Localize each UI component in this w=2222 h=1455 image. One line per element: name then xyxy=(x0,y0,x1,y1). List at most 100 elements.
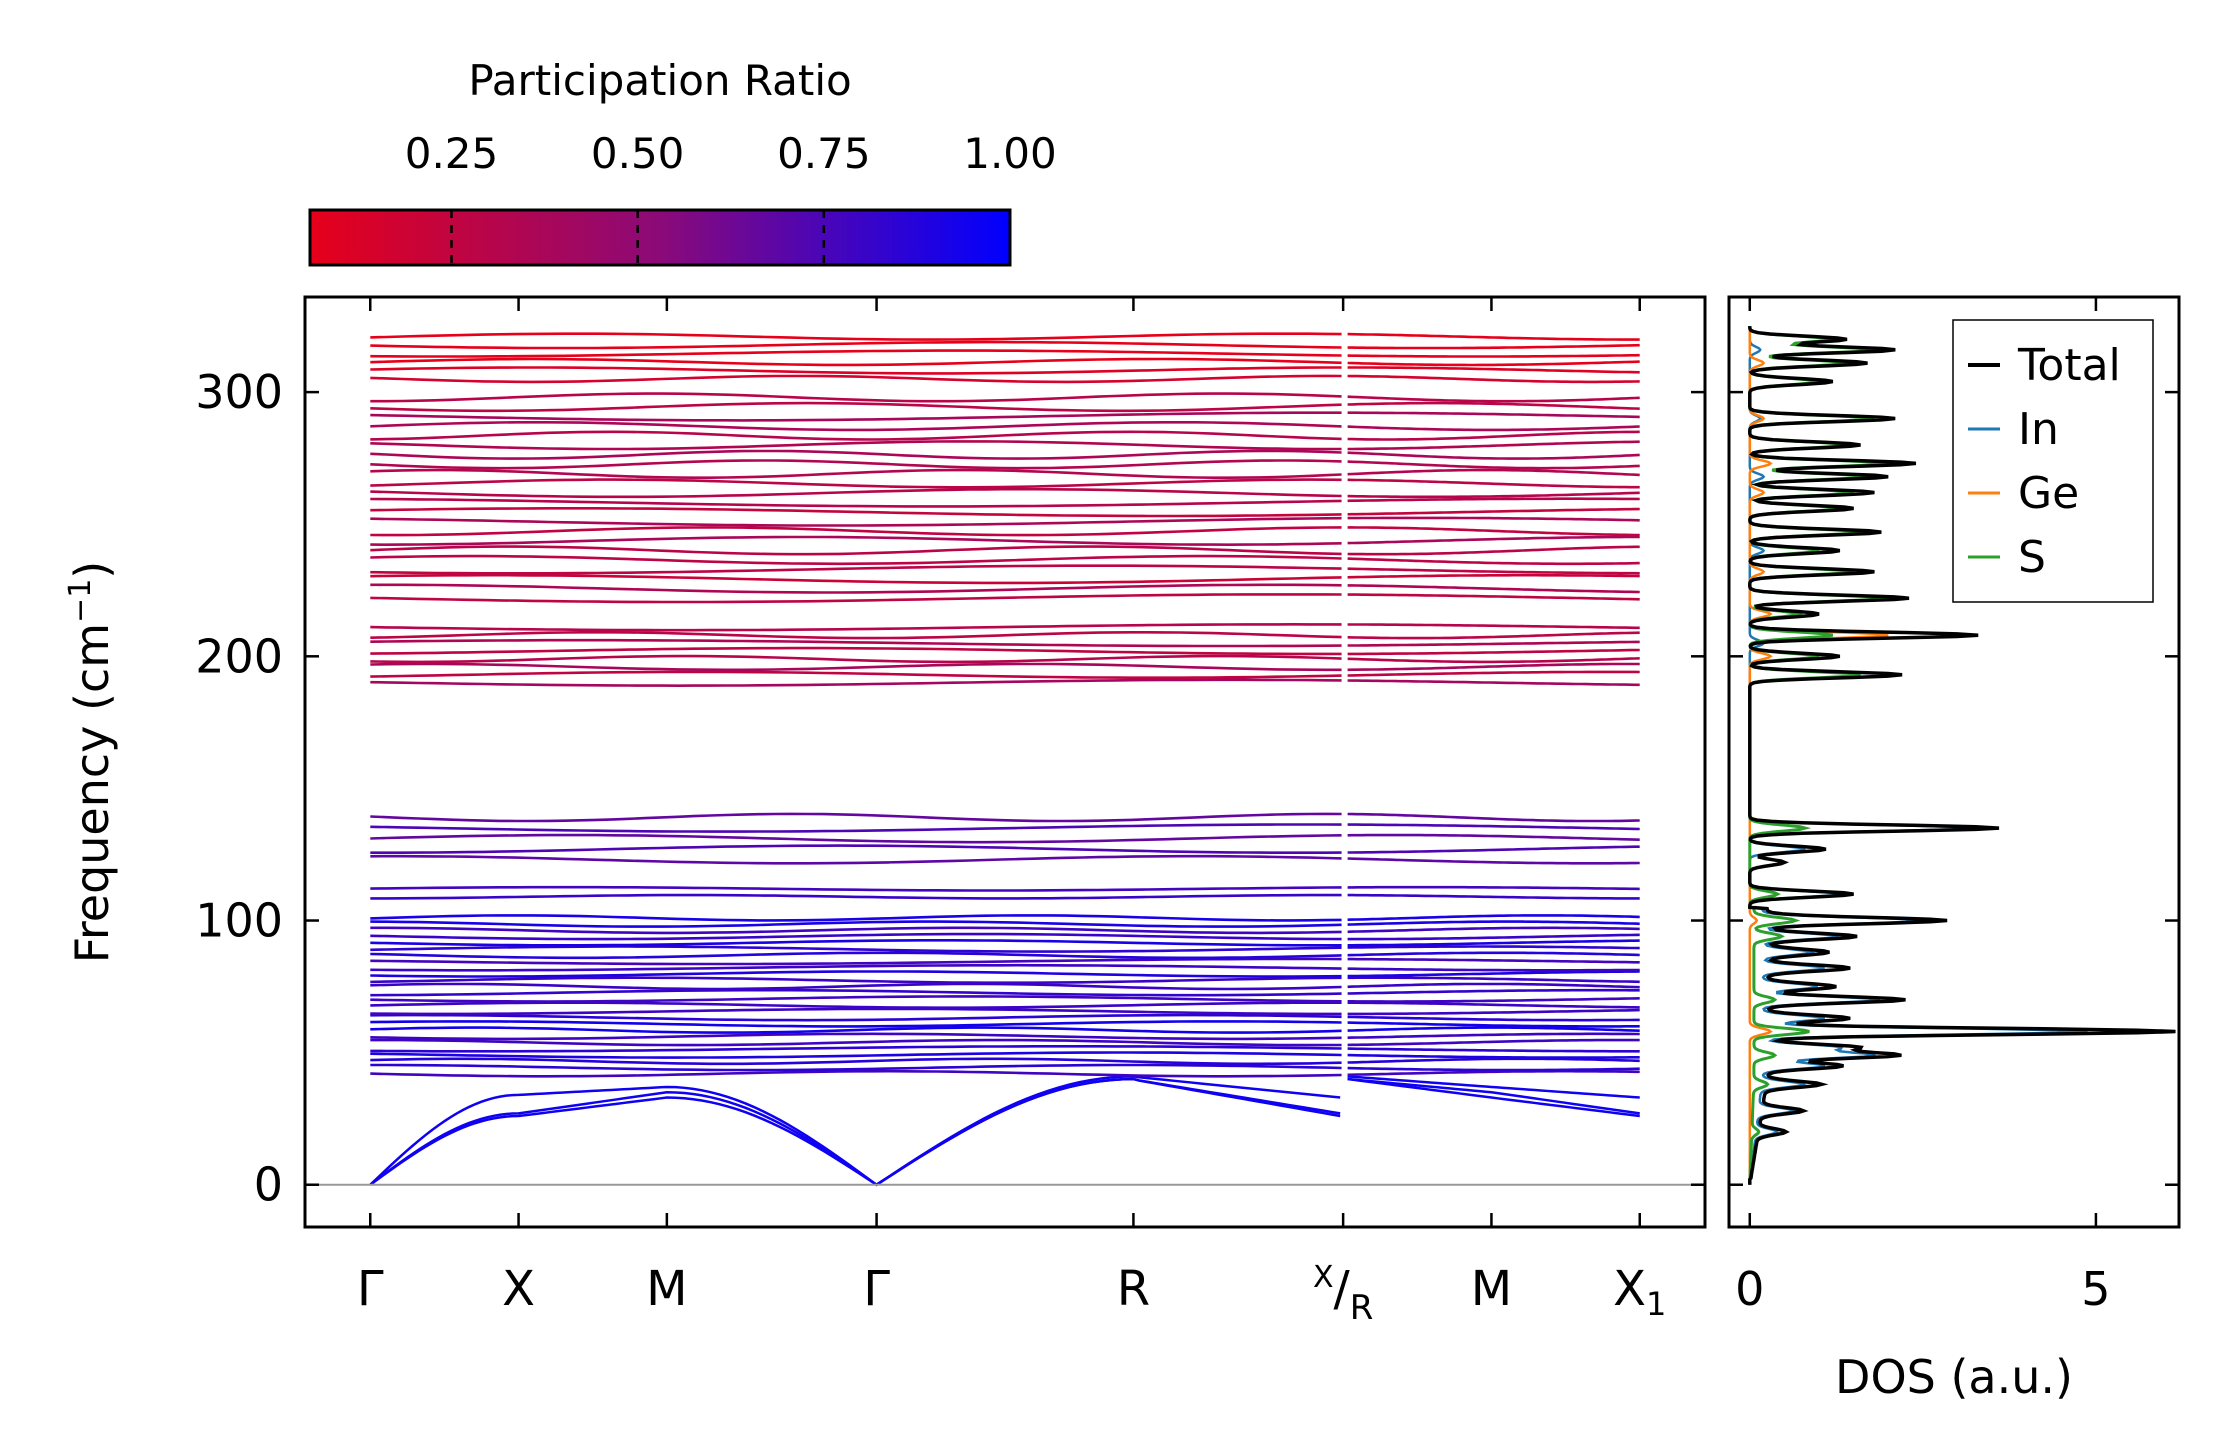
optical-branch xyxy=(370,420,1342,432)
optical-branch xyxy=(370,583,1342,594)
optical-branch xyxy=(370,593,1342,604)
kpoint-label: Γ xyxy=(357,1261,384,1317)
optical-branch xyxy=(370,468,1342,480)
optical-branch xyxy=(370,401,1342,413)
optical-branch xyxy=(1347,631,1640,640)
optical-branch xyxy=(370,963,1342,972)
colorbar-tick-label: 0.25 xyxy=(405,129,499,178)
optical-branch xyxy=(370,573,1342,585)
y-axis-label-sup: −1 xyxy=(63,579,98,623)
optical-branch xyxy=(1347,914,1640,921)
optical-branch xyxy=(1347,491,1640,499)
colorbar: Participation Ratio 0.25 0.50 0.75 1.00 xyxy=(308,56,1057,267)
optical-branch xyxy=(370,1063,1342,1072)
optical-branch xyxy=(370,982,1342,991)
optical-branch xyxy=(1347,967,1640,972)
y-axis-label: Frequency (cm−1) xyxy=(63,561,119,964)
optical-branch xyxy=(1347,1015,1640,1022)
optical-branch xyxy=(370,564,1342,575)
colorbar-gradient xyxy=(308,208,1012,267)
optical-branch xyxy=(1347,885,1640,891)
dispersion-frame xyxy=(303,295,1707,1229)
optical-branch xyxy=(1347,657,1640,664)
optical-branch xyxy=(1347,573,1640,579)
colorbar-tick-label: 1.00 xyxy=(963,129,1057,178)
y-axis-label-end: ) xyxy=(65,561,119,579)
optical-branch xyxy=(1347,557,1640,566)
y-axis-label-main: Frequency (cm xyxy=(65,623,119,963)
colorbar-title: Participation Ratio xyxy=(468,56,851,105)
dos-frame xyxy=(1727,295,2181,1229)
optical-branch xyxy=(1347,988,1640,995)
optical-branch xyxy=(370,670,1342,680)
optical-branch xyxy=(370,812,1342,823)
optical-branch xyxy=(370,430,1342,441)
optical-branch xyxy=(370,554,1342,566)
kpoint-label-slash: / xyxy=(1334,1261,1351,1317)
optical-branch xyxy=(1347,451,1640,460)
acoustic-branch xyxy=(369,1077,1341,1187)
y-tick-label: 0 xyxy=(254,1158,283,1212)
optical-branch xyxy=(1347,670,1640,677)
optical-branch xyxy=(1347,360,1640,367)
optical-branch xyxy=(370,654,1342,664)
optical-branch xyxy=(370,957,1342,966)
optical-branch xyxy=(1347,845,1640,854)
optical-branch xyxy=(370,349,1342,358)
optical-branch xyxy=(370,951,1342,960)
kpoint-label: X1 xyxy=(1613,1261,1666,1323)
optical-branch xyxy=(370,932,1342,941)
optical-branch xyxy=(1347,1026,1640,1032)
optical-branch xyxy=(370,497,1342,508)
y-tick-label: 200 xyxy=(195,629,283,683)
optical-branch xyxy=(370,1020,1342,1028)
optical-branch xyxy=(370,478,1342,489)
optical-branch xyxy=(1347,957,1640,964)
optical-branch xyxy=(370,1051,1342,1059)
optical-branch xyxy=(1347,366,1640,374)
legend-label: Total xyxy=(2017,340,2121,391)
optical-branch xyxy=(1347,1053,1640,1059)
optical-branch xyxy=(370,392,1342,403)
optical-branch xyxy=(1347,945,1640,950)
optical-branch xyxy=(370,340,1342,350)
optical-branch xyxy=(1347,982,1640,989)
legend-label: S xyxy=(2018,532,2046,583)
optical-branch xyxy=(1347,535,1640,545)
optical-branch xyxy=(1347,507,1640,516)
optical-branch xyxy=(1347,640,1640,647)
optical-branch xyxy=(370,332,1342,341)
optical-branch xyxy=(370,1013,1342,1022)
optical-branch xyxy=(1347,812,1640,823)
optical-branch xyxy=(1347,343,1640,350)
phonon-bands xyxy=(369,297,1640,1227)
optical-branch xyxy=(370,545,1342,556)
optical-branch xyxy=(370,440,1342,451)
kpoint-label: Γ xyxy=(863,1261,890,1317)
kpoint-label: R xyxy=(1117,1261,1150,1317)
optical-branch xyxy=(370,516,1342,527)
optical-branch xyxy=(1347,1008,1640,1016)
optical-branch xyxy=(1347,584,1640,594)
optical-branch xyxy=(370,1045,1342,1053)
optical-branch xyxy=(1347,933,1640,941)
optical-branch xyxy=(1347,332,1640,341)
dos-x-tick-label: 5 xyxy=(2081,1262,2110,1316)
optical-branch xyxy=(370,914,1342,922)
optical-branch xyxy=(370,646,1342,656)
optical-branch xyxy=(1347,662,1640,672)
optical-branch xyxy=(1347,823,1640,831)
optical-branch xyxy=(1347,593,1640,601)
optical-branch xyxy=(1347,1021,1640,1028)
optical-branch xyxy=(1347,857,1640,865)
acoustic-branch xyxy=(1347,1077,1640,1118)
kpoint-label-sup: X xyxy=(1313,1260,1334,1295)
optical-branch xyxy=(1347,497,1640,503)
optical-branch xyxy=(1347,893,1640,900)
y-tick-label: 100 xyxy=(195,894,283,948)
x-axis-ticks: Γ X M Γ R X/R M X1 xyxy=(357,297,1666,1328)
optical-branch xyxy=(370,995,1342,1003)
optical-branch xyxy=(370,844,1342,855)
